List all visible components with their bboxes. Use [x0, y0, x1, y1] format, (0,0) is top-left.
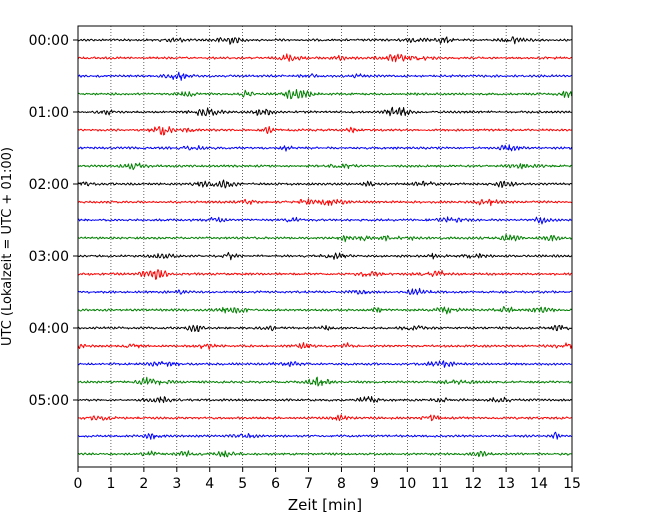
- trace-0500: [77, 396, 572, 404]
- trace-0145: [77, 162, 572, 171]
- trace-0445: [77, 376, 572, 387]
- trace-0245: [77, 233, 572, 243]
- trace-0130: [77, 144, 573, 152]
- x-tick-label: 3: [172, 476, 181, 492]
- grid-lines: [110, 26, 540, 467]
- trace-0215: [77, 198, 572, 207]
- y-tick-label: 02:00: [29, 177, 69, 193]
- trace-0000: [77, 36, 572, 45]
- y-axis-ticks: 00:00 01:00 02:00 03:00 04:00 05:00: [29, 33, 78, 409]
- x-tick-label: 14: [530, 476, 548, 492]
- x-tick-label: 10: [398, 476, 416, 492]
- y-tick-label: 04:00: [29, 321, 69, 337]
- trace-0415: [77, 342, 573, 350]
- x-tick-label: 8: [337, 476, 346, 492]
- trace-0015: [77, 53, 572, 63]
- x-tick-label: 0: [74, 476, 83, 492]
- seismic-traces: [77, 36, 573, 458]
- x-tick-label: 7: [304, 476, 313, 492]
- trace-0545: [77, 450, 572, 458]
- trace-0430: [77, 360, 572, 368]
- x-tick-label: 4: [205, 476, 214, 492]
- x-tick-label: 12: [464, 476, 482, 492]
- x-tick-label: 11: [431, 476, 449, 492]
- trace-0530: [77, 431, 572, 440]
- trace-0315: [77, 269, 572, 280]
- trace-0400: [77, 324, 572, 332]
- y-tick-label: 05:00: [29, 393, 69, 409]
- y-tick-label: 01:00: [29, 105, 69, 121]
- y-tick-label: 03:00: [29, 249, 69, 265]
- trace-0230: [77, 216, 572, 225]
- x-tick-label: 2: [139, 476, 148, 492]
- trace-0100: [77, 106, 572, 117]
- x-tick-label: 13: [497, 476, 515, 492]
- trace-0330: [77, 287, 572, 296]
- x-tick-label: 6: [271, 476, 280, 492]
- trace-0300: [77, 251, 572, 261]
- x-axis-ticks: 0 1 2 3 4 5 6 7 8 9 10 11 12 13 14 15: [74, 467, 581, 492]
- y-axis-label: UTC (Lokalzeit = UTC + 01:00): [0, 147, 15, 346]
- trace-0115: [77, 125, 572, 136]
- y-tick-label: 00:00: [29, 33, 69, 49]
- plot-frame: [77, 25, 573, 468]
- x-tick-label: 15: [563, 476, 581, 492]
- trace-0200: [77, 179, 572, 189]
- x-tick-label: 9: [370, 476, 379, 492]
- trace-0515: [77, 414, 572, 422]
- x-tick-label: 5: [238, 476, 247, 492]
- x-tick-label: 1: [106, 476, 115, 492]
- trace-0345: [77, 306, 572, 315]
- trace-0030: [77, 71, 572, 81]
- x-axis-label: Zeit [min]: [288, 496, 362, 514]
- trace-0045: [77, 89, 573, 100]
